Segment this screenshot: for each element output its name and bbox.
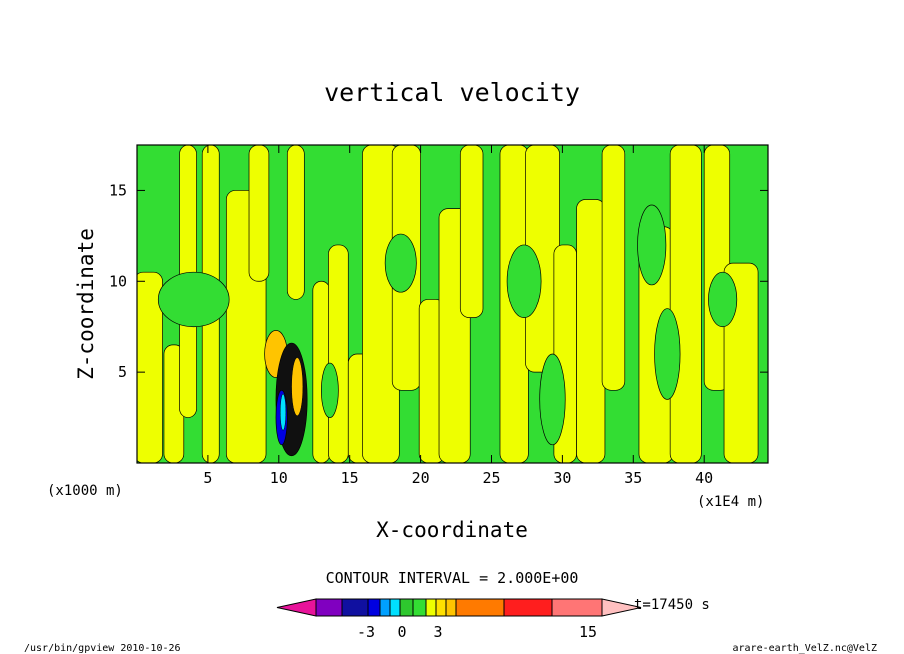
- contour-region: [157, 271, 230, 328]
- contour-region: [384, 233, 417, 293]
- contour-region: [248, 145, 270, 282]
- colorbar-tick-label: 15: [579, 623, 597, 641]
- x-unit-note: (x1E4 m): [697, 494, 764, 510]
- plot-frame: [136, 144, 769, 464]
- x-tick-label: 25: [482, 469, 500, 487]
- contour-region: [576, 199, 606, 463]
- x-tick-label: 10: [270, 469, 288, 487]
- x-tick-label: 15: [341, 469, 359, 487]
- x-tick-label: 5: [203, 469, 212, 487]
- footer-right: arare-earth_VelZ.nc@VelZ: [733, 643, 878, 654]
- y-unit-note: (x1000 m): [47, 483, 123, 499]
- contour-region: [328, 244, 349, 463]
- colorbar-high-triangle: [601, 598, 642, 617]
- contour-field: [137, 145, 759, 463]
- x-axis: 5 10 15 20 25 30 35 40: [203, 145, 713, 487]
- colorbar-tick-label: 3: [433, 623, 442, 641]
- colorbar-low-triangle: [276, 598, 317, 617]
- colorbar-segment: [503, 598, 553, 617]
- colorbar-segment: [367, 598, 381, 617]
- colorbar-segment: [379, 598, 391, 617]
- colorbar-segment: [389, 598, 401, 617]
- colorbar-segment: [455, 598, 505, 617]
- y-tick-label: 5: [118, 363, 127, 381]
- x-tick-label: 40: [695, 469, 713, 487]
- colorbar-segment: [399, 598, 414, 617]
- x-tick-label: 20: [412, 469, 430, 487]
- colorbar-segment: [341, 598, 369, 617]
- x-tick-label: 35: [624, 469, 642, 487]
- contour-region: [601, 145, 626, 391]
- chart-title: vertical velocity: [324, 78, 580, 107]
- y-tick-label: 15: [109, 181, 127, 199]
- colorbar-ticks: -3 0 3 15: [357, 623, 597, 641]
- contour-region: [654, 308, 681, 400]
- contour-region: [669, 145, 702, 463]
- contour-region: [459, 145, 484, 318]
- colorbar-segment: [425, 598, 437, 617]
- y-axis-label: Z-coordinate: [74, 228, 98, 380]
- y-tick-label: 10: [109, 272, 127, 290]
- contour-region: [539, 353, 566, 446]
- colorbar-segment: [551, 598, 603, 617]
- time-label: t=17450 s: [634, 597, 710, 613]
- colorbar-tick-label: 0: [397, 623, 406, 641]
- contour-region: [291, 357, 304, 417]
- colorbar: [276, 598, 642, 617]
- contour-region: [506, 244, 542, 318]
- contour-region: [286, 145, 305, 300]
- footer-left: /usr/bin/gpview 2010-10-26: [24, 643, 181, 654]
- contour-region: [320, 362, 339, 418]
- contour-region: [637, 204, 667, 286]
- y-axis: 5 10 15: [109, 181, 768, 381]
- colorbar-tick-label: -3: [357, 623, 375, 641]
- contour-interval-label: CONTOUR INTERVAL = 2.000E+00: [326, 569, 579, 587]
- contour-region: [708, 271, 738, 328]
- x-axis-label: X-coordinate: [376, 518, 528, 542]
- colorbar-segment: [315, 598, 343, 617]
- x-tick-label: 30: [553, 469, 571, 487]
- colorbar-segment: [412, 598, 427, 617]
- contour-region: [279, 393, 287, 431]
- colorbar-segment: [435, 598, 447, 617]
- contour-region: [137, 271, 163, 463]
- colorbar-segment: [445, 598, 457, 617]
